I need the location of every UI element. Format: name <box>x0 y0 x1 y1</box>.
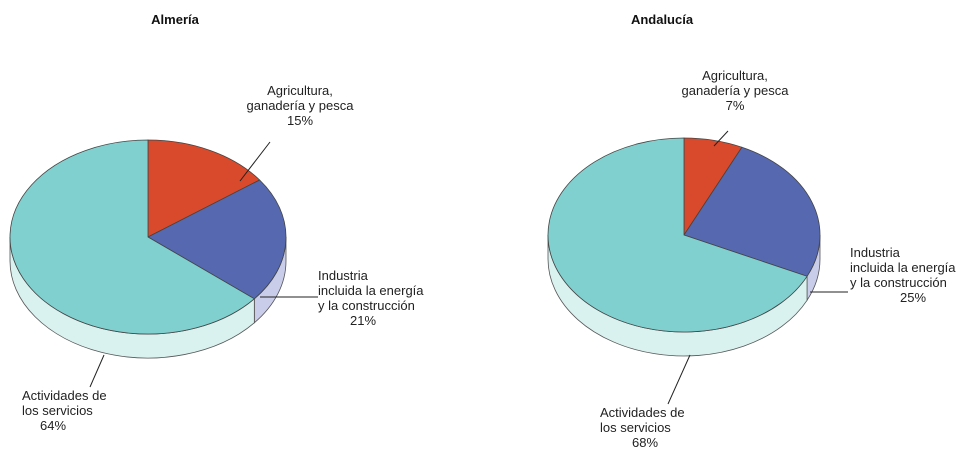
value-label: 7% <box>725 98 745 113</box>
value-label: 15% <box>286 113 314 128</box>
value-label: 21% <box>350 313 377 328</box>
slice <box>147 179 287 300</box>
chart-title: Andalucía <box>630 12 694 27</box>
leader-line <box>713 130 729 147</box>
category-label: Actividades de los servicios <box>600 405 685 435</box>
slice <box>9 139 256 335</box>
category-label: Agricultura, ganadería y pesca <box>681 68 789 98</box>
value-label: 25% <box>900 290 927 305</box>
value-label: 64% <box>40 418 67 433</box>
slice-label: Industria incluida la energía y la const… <box>318 268 468 328</box>
slice-label: Industria incluida la energía y la const… <box>850 245 980 305</box>
slice-label: Agricultura, ganadería y pesca 15% <box>230 83 370 128</box>
slice <box>683 146 821 277</box>
slice-label: Actividades de los servicios 68% <box>600 405 720 450</box>
leader-line <box>239 141 271 182</box>
category-label: Industria incluida la energía y la const… <box>850 245 956 290</box>
slice <box>147 139 261 238</box>
leader-line <box>667 354 691 405</box>
slice-label: Actividades de los servicios 64% <box>22 388 142 433</box>
chart-title: Almería <box>151 12 199 27</box>
category-label: Agricultura, ganadería y pesca <box>246 83 354 113</box>
slice-label: Agricultura, ganadería y pesca 7% <box>665 68 805 113</box>
leader-line <box>89 354 105 388</box>
category-label: Actividades de los servicios <box>22 388 107 418</box>
value-label: 68% <box>632 435 659 450</box>
slice <box>547 137 808 333</box>
category-label: Industria incluida la energía y la const… <box>318 268 424 313</box>
